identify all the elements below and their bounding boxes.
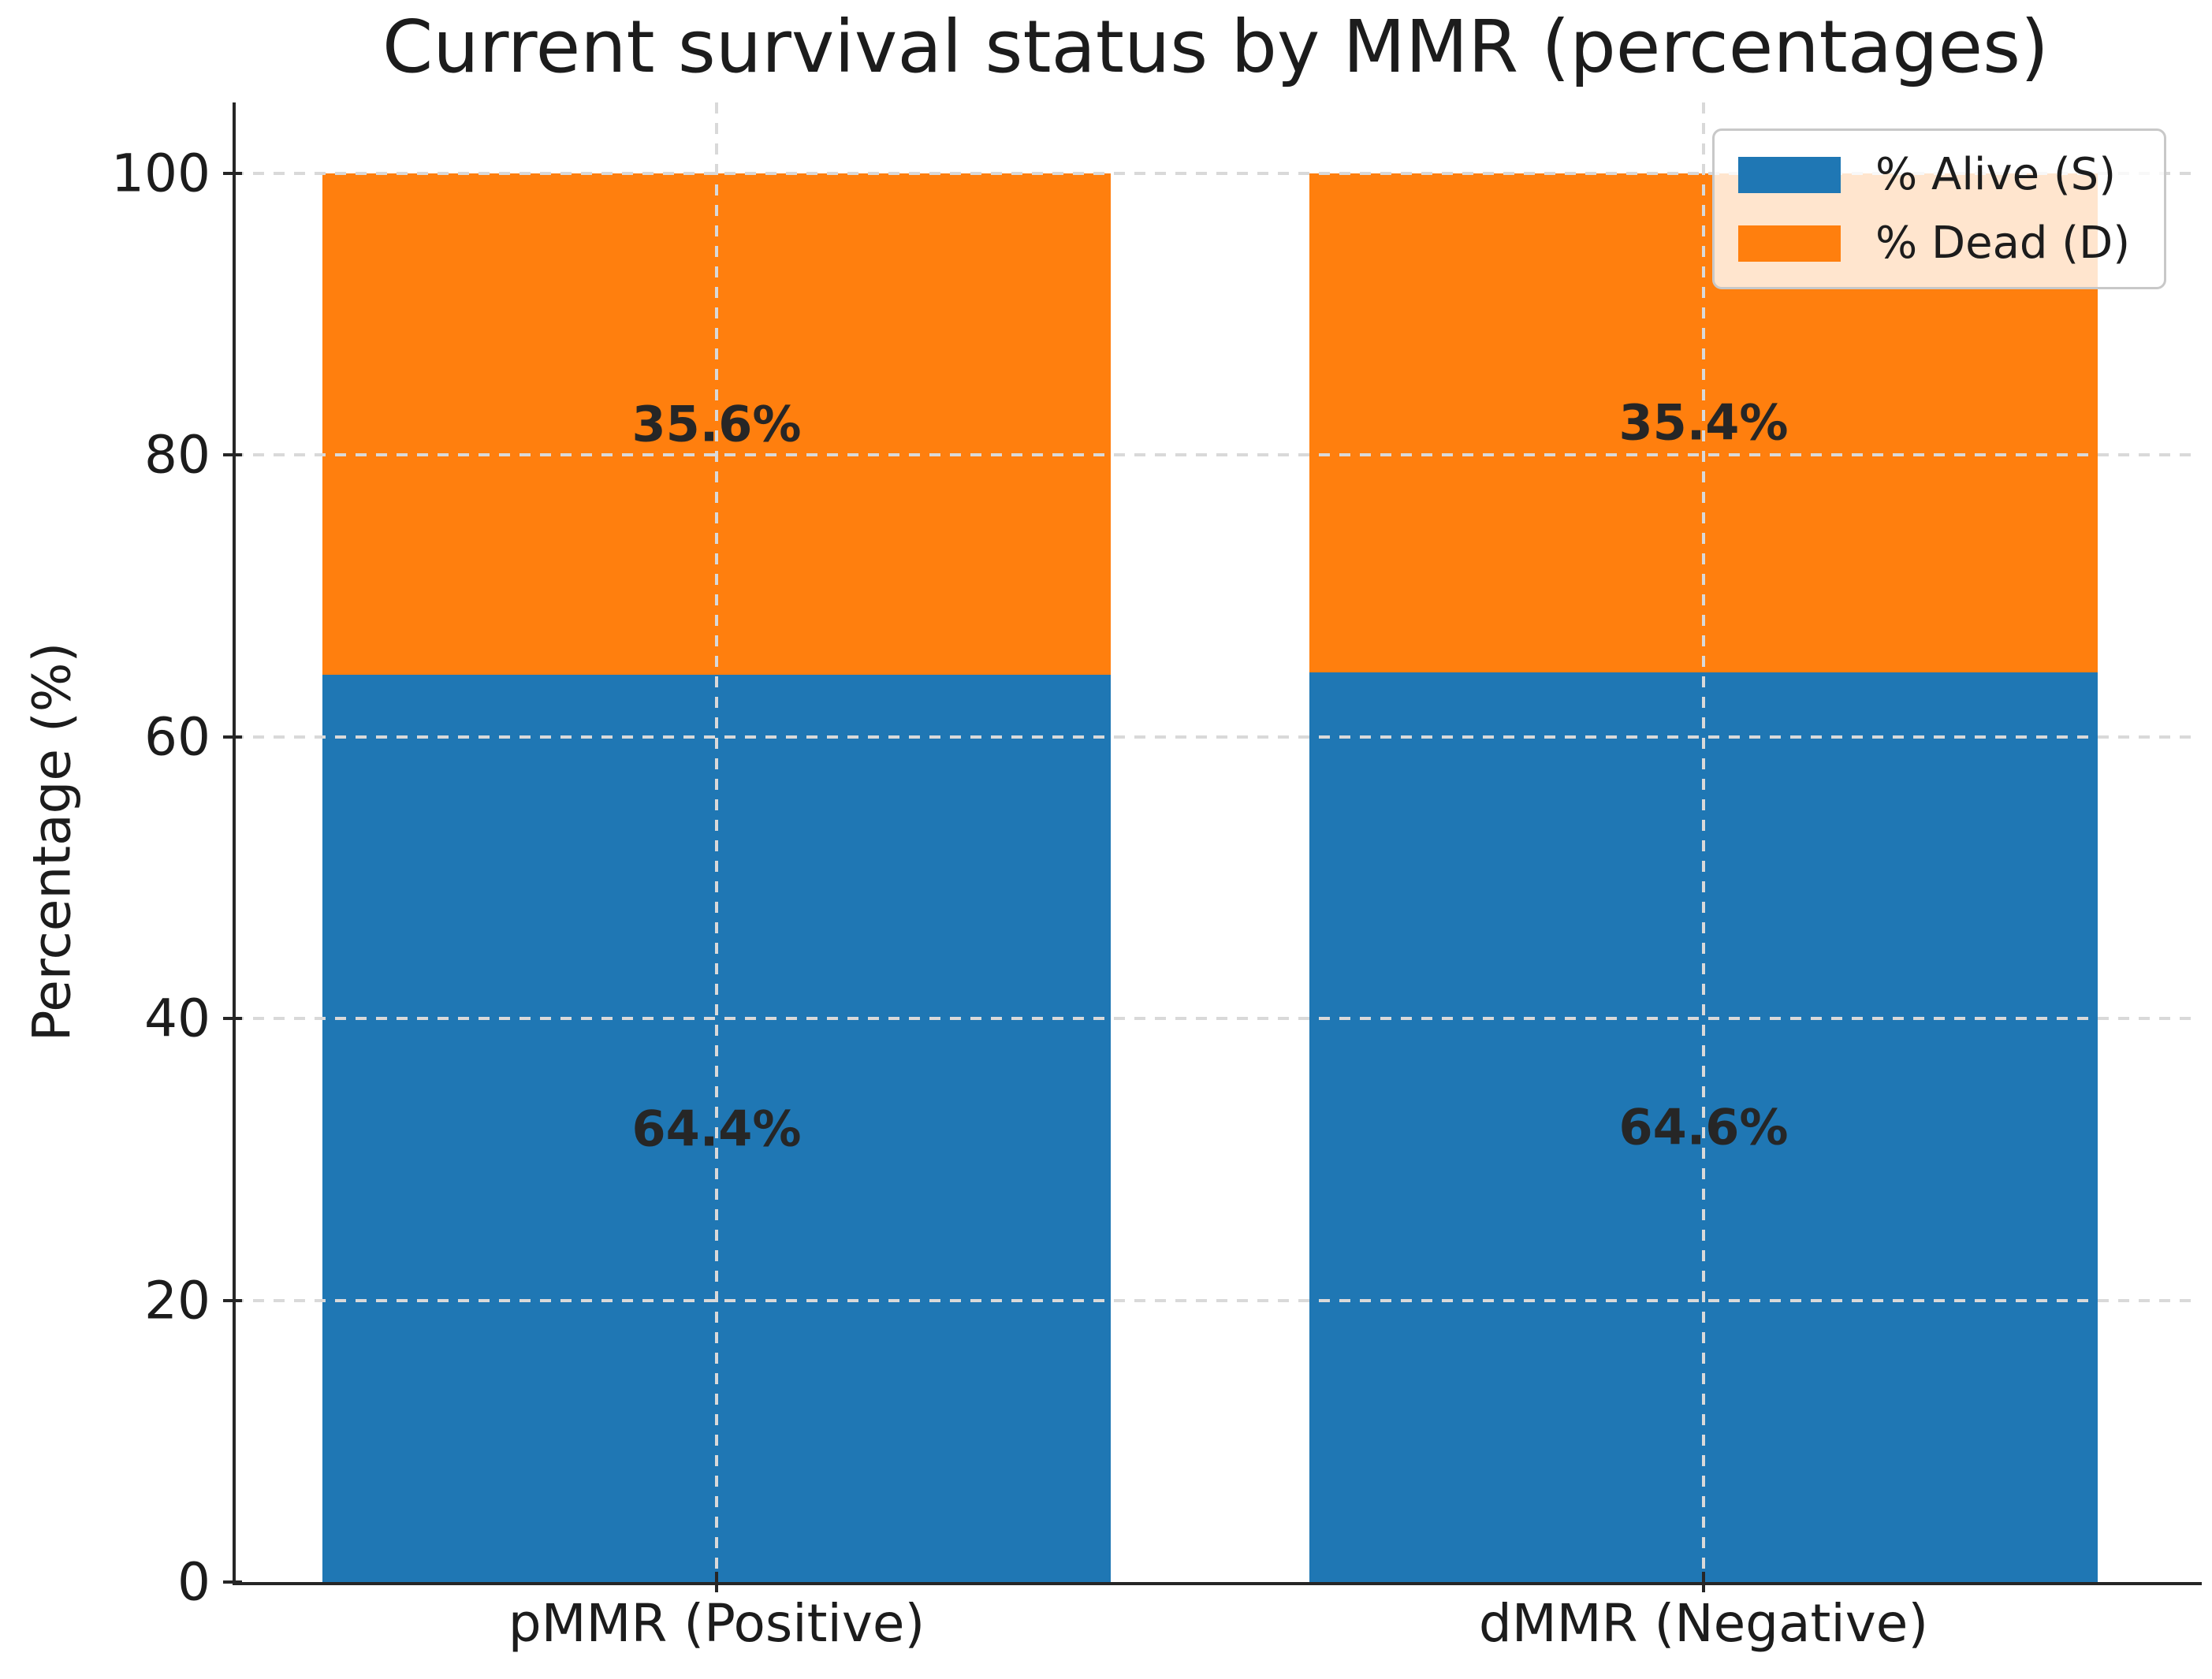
y-gridline: [233, 1298, 2199, 1302]
y-gridline: [233, 172, 2199, 175]
legend: % Alive (S) % Dead (D): [1712, 128, 2166, 289]
x-tick-mark: [715, 1572, 718, 1592]
x-tick-label: dMMR (Negative): [1478, 1593, 1929, 1654]
y-tick-label: 60: [144, 706, 210, 768]
y-tick-mark: [223, 1580, 242, 1584]
bar-segment-label: 64.4%: [631, 1100, 802, 1158]
legend-item-alive: % Alive (S): [1738, 149, 2140, 200]
y-gridline: [233, 1017, 2199, 1021]
y-tick-label: 100: [111, 143, 210, 204]
legend-swatch-dead: [1738, 225, 1841, 262]
legend-label: % Alive (S): [1875, 149, 2117, 200]
y-tick-mark: [223, 735, 242, 739]
y-gridline: [233, 735, 2199, 739]
x-tick-label: pMMR (Positive): [508, 1593, 925, 1654]
bar-segment-label: 35.4%: [1618, 393, 1789, 452]
plot-area: [233, 102, 2202, 1585]
y-tick-mark: [223, 172, 242, 175]
x-gridline: [715, 102, 718, 1582]
bar-segment-label: 35.6%: [631, 395, 802, 453]
legend-label: % Dead (D): [1875, 218, 2131, 269]
x-gridline: [1702, 102, 1705, 1582]
y-tick-label: 80: [144, 424, 210, 486]
legend-item-dead: % Dead (D): [1738, 218, 2140, 269]
chart-title: Current survival status by MMR (percenta…: [382, 5, 2049, 89]
y-tick-mark: [223, 1298, 242, 1302]
y-tick-label: 20: [144, 1270, 210, 1331]
x-tick-mark: [1702, 1572, 1705, 1592]
y-tick-mark: [223, 453, 242, 457]
y-tick-mark: [223, 1017, 242, 1021]
bar-segment-label: 64.6%: [1618, 1098, 1789, 1156]
y-tick-label: 40: [144, 988, 210, 1049]
y-tick-label: 0: [177, 1551, 210, 1613]
legend-swatch-alive: [1738, 156, 1841, 193]
y-gridline: [233, 453, 2199, 457]
y-axis-label: Percentage (%): [21, 642, 83, 1042]
